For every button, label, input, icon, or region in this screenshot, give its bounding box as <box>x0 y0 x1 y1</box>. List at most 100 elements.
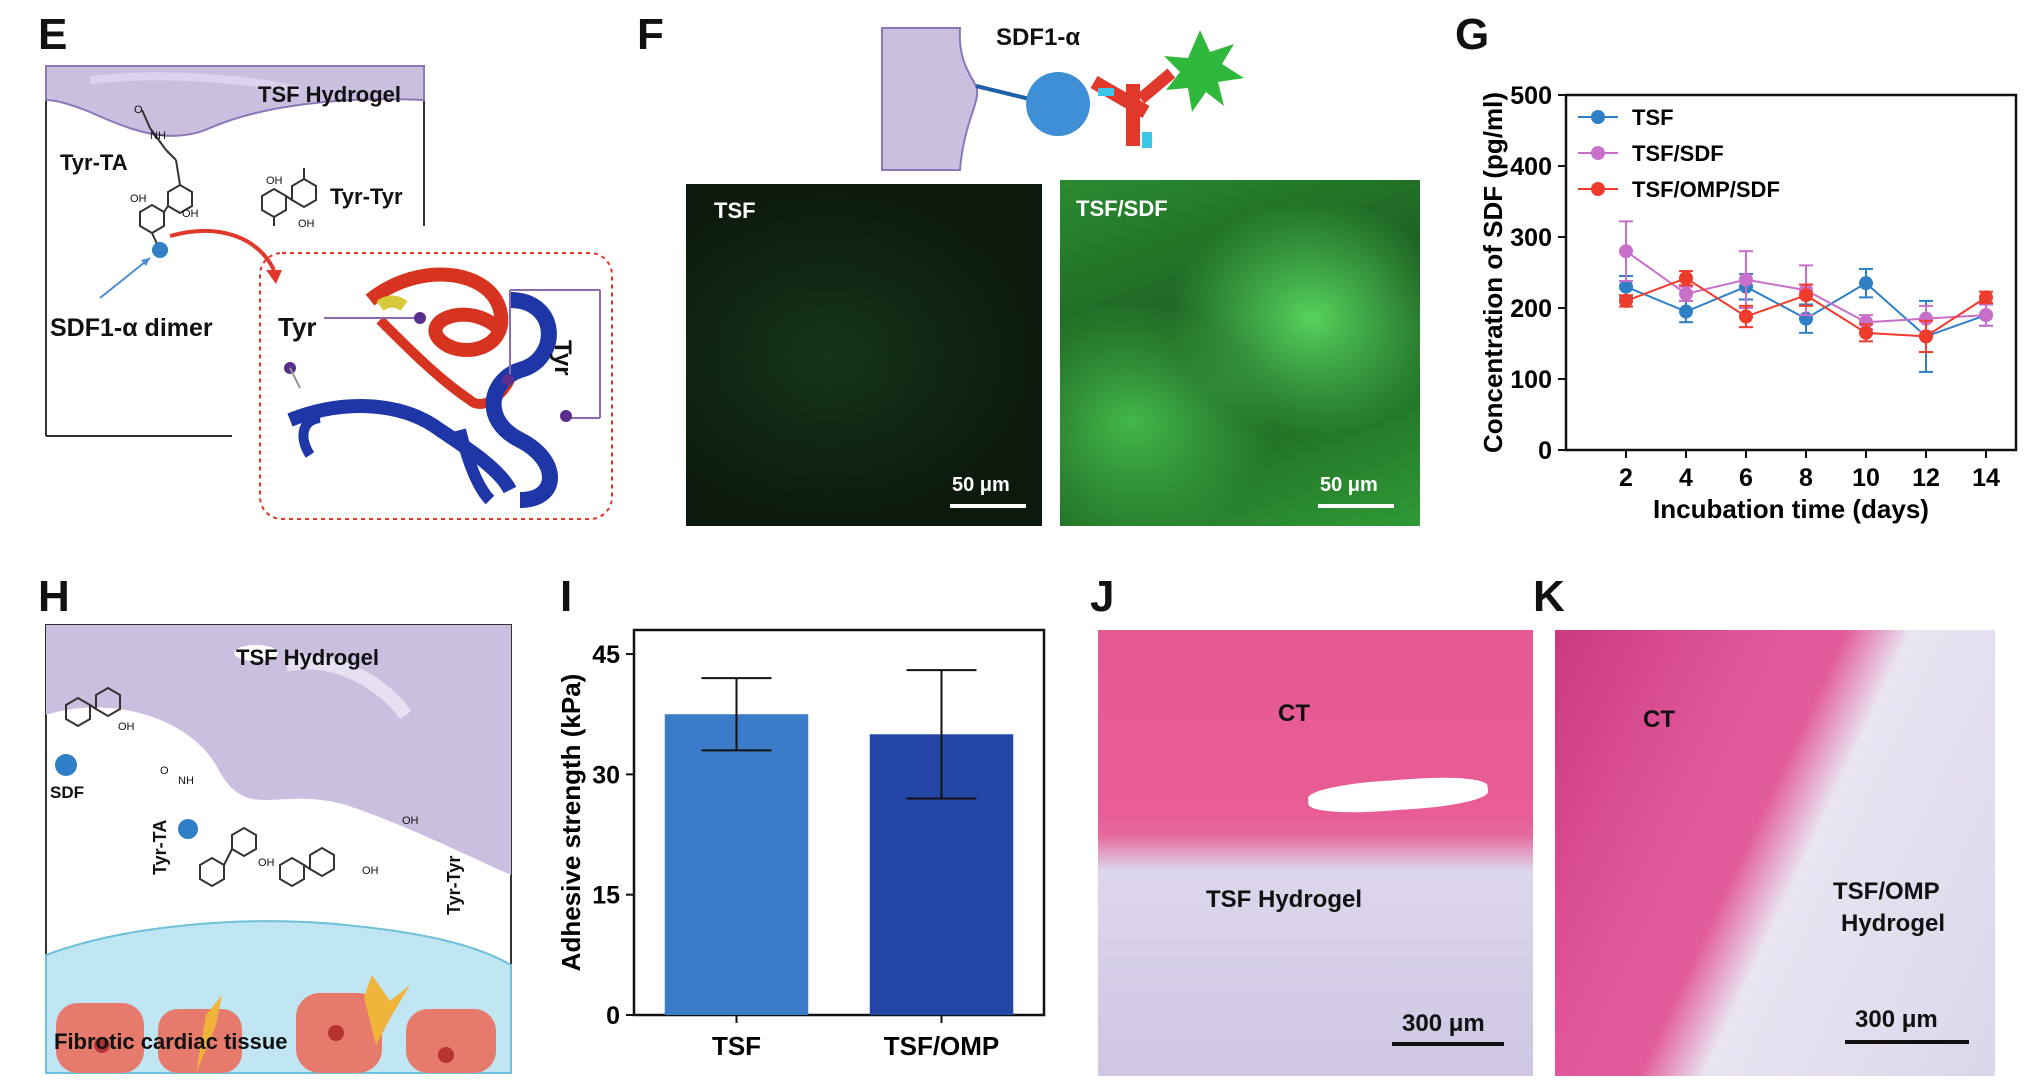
i-bar <box>664 714 809 1015</box>
j-hydrogel-label: TSF Hydrogel <box>1206 886 1363 913</box>
g-ytick-label: 0 <box>1538 437 1552 465</box>
h-sdf-label: SDF <box>50 783 84 802</box>
f-image-tsf-label: TSF <box>714 198 756 223</box>
panel-label-h: H <box>38 572 70 621</box>
e-tyr-tyr-label: Tyr-Tyr <box>330 184 403 209</box>
g-xtick-label: 6 <box>1739 464 1753 492</box>
e-tyr-ta-label: Tyr-TA <box>60 150 128 175</box>
g-legend-marker <box>1591 182 1605 196</box>
g-ytick-label: 300 <box>1510 224 1552 252</box>
g-data-point <box>1679 304 1693 319</box>
f-scale-label-left: 50 μm <box>952 474 1010 496</box>
h-tyr-ta-structure <box>65 686 335 888</box>
f-image-tsf-sdf-label: TSF/SDF <box>1076 196 1168 221</box>
chart-g: 0 100 200 300 400 500 2 4 6 8 10 12 14 Incubation tim… <box>1478 82 2018 524</box>
g-ytick-label: 100 <box>1510 366 1552 394</box>
i-ytick-label: 0 <box>606 1002 620 1030</box>
g-xlabel: Incubation time (days) <box>1653 494 1929 524</box>
panel-k-histology: CT TSF/OMP Hydrogel 300 μm <box>1555 630 1995 1076</box>
e-chem-oh-4: OH <box>298 218 315 230</box>
f-image-tsf: TSF 50 μm <box>686 184 1042 526</box>
g-data-point <box>1979 308 1993 323</box>
i-ytick-label: 30 <box>592 761 620 789</box>
panel-label-i: I <box>560 572 573 621</box>
i-plot-frame <box>632 628 1046 1017</box>
g-data-point <box>1679 286 1693 301</box>
k-hydrogel-label-2: Hydrogel <box>1841 910 1946 937</box>
e-chem-nh: NH <box>150 130 166 142</box>
g-ylabel: Concentration of SDF (pg/ml) <box>1478 92 1508 453</box>
g-ytick-label: 200 <box>1510 295 1552 323</box>
g-data-point <box>1679 271 1693 286</box>
sdf1-protein-ribbon <box>287 267 558 508</box>
g-data-point <box>1979 290 1993 305</box>
g-data-point <box>1799 288 1813 303</box>
k-scale-label: 300 μm <box>1855 1006 1938 1033</box>
f-scale-label-right: 50 μm <box>1320 474 1378 496</box>
g-xtick-label: 4 <box>1679 464 1693 492</box>
panel-label-k: K <box>1533 572 1565 621</box>
panel-h: TSF Hydrogel SDF Tyr-TA Tyr-Tyr Fibrotic… <box>45 624 512 1080</box>
panel-e: TSF Hydrogel Tyr-TA Tyr-Tyr SDF1-α dimer… <box>0 0 630 540</box>
panel-h-schematic <box>45 624 512 1074</box>
g-legend-label: TSF/OMP/SDF <box>1632 177 1780 202</box>
e-tyr-right-label: Tyr <box>549 340 576 376</box>
g-data-point <box>1619 244 1633 259</box>
f-scale-bar-right <box>1318 504 1394 508</box>
e-chem-oh-2: OH <box>182 208 199 220</box>
g-legend-label: TSF <box>1632 105 1674 130</box>
e-dimer-label: SDF1-α dimer <box>50 314 213 342</box>
g-ytick-label: 500 <box>1510 82 1552 110</box>
g-data-point <box>1619 293 1633 308</box>
g-xtick-label: 10 <box>1852 464 1880 492</box>
g-data-point <box>1739 272 1753 287</box>
g-data-point <box>1859 315 1873 330</box>
i-ylabel: Adhesive strength (kPa) <box>556 674 586 972</box>
g-data-point <box>1919 311 1933 326</box>
f-scale-bar-left <box>950 504 1026 508</box>
g-ytick-label: 400 <box>1510 153 1552 181</box>
f-image-tsf-sdf: TSF/SDF 50 μm <box>1060 180 1420 526</box>
g-legend-marker <box>1591 146 1605 160</box>
h-chem-nh: NH <box>178 775 194 787</box>
tyr-ta-structure <box>139 109 193 247</box>
g-xtick-label: 2 <box>1619 464 1633 492</box>
h-tyr-ta-label: Tyr-TA <box>150 819 170 875</box>
h-chem-oh-2: OH <box>258 857 275 869</box>
e-tyr-left-label: Tyr <box>278 312 317 342</box>
g-xtick-label: 12 <box>1912 464 1940 492</box>
h-hydrogel-label-main: TSF Hydrogel <box>236 645 380 670</box>
h-tyr-tyr-label: Tyr-Tyr <box>444 855 464 915</box>
panel-e-schematic <box>45 65 613 520</box>
panel-label-g: G <box>1455 10 1490 59</box>
g-xtick-label: 8 <box>1799 464 1813 492</box>
e-chem-oh-1: OH <box>130 193 147 205</box>
g-plot-frame <box>1564 93 2018 452</box>
i-ytick-label: 15 <box>592 882 620 910</box>
panel-label-f: F <box>637 10 664 59</box>
g-data-point <box>1739 309 1753 324</box>
h-chem-oh-3: OH <box>362 865 379 877</box>
panel-label-j: J <box>1090 572 1115 621</box>
h-chem-o: O <box>160 765 169 777</box>
g-data-point <box>1859 276 1873 291</box>
g-data-point <box>1859 325 1873 340</box>
e-chem-oh-3: OH <box>266 175 283 187</box>
tyr-tyr-structure <box>261 168 317 226</box>
h-chem-oh-4: OH <box>402 815 419 827</box>
e-chem-o: O <box>134 104 143 116</box>
panel-f: SDF1-α TSF 50 μm TSF/SDF 50 μm <box>660 0 1440 540</box>
i-xtick-label: TSF/OMP <box>884 1031 1000 1061</box>
g-data-point <box>1619 279 1633 294</box>
g-data-point <box>1919 329 1933 344</box>
e-hydrogel-label: TSF Hydrogel <box>258 82 402 107</box>
f-schematic <box>881 27 1244 171</box>
h-tissue-label: Fibrotic cardiac tissue <box>54 1029 288 1054</box>
k-ct-label: CT <box>1643 706 1675 733</box>
g-xtick-label: 14 <box>1972 464 2000 492</box>
h-chem-oh-1: OH <box>118 721 135 733</box>
g-legend-label: TSF/SDF <box>1632 141 1724 166</box>
j-scale-label: 300 μm <box>1402 1010 1485 1037</box>
panel-j-histology: CT TSF Hydrogel 300 μm <box>1098 630 1533 1076</box>
